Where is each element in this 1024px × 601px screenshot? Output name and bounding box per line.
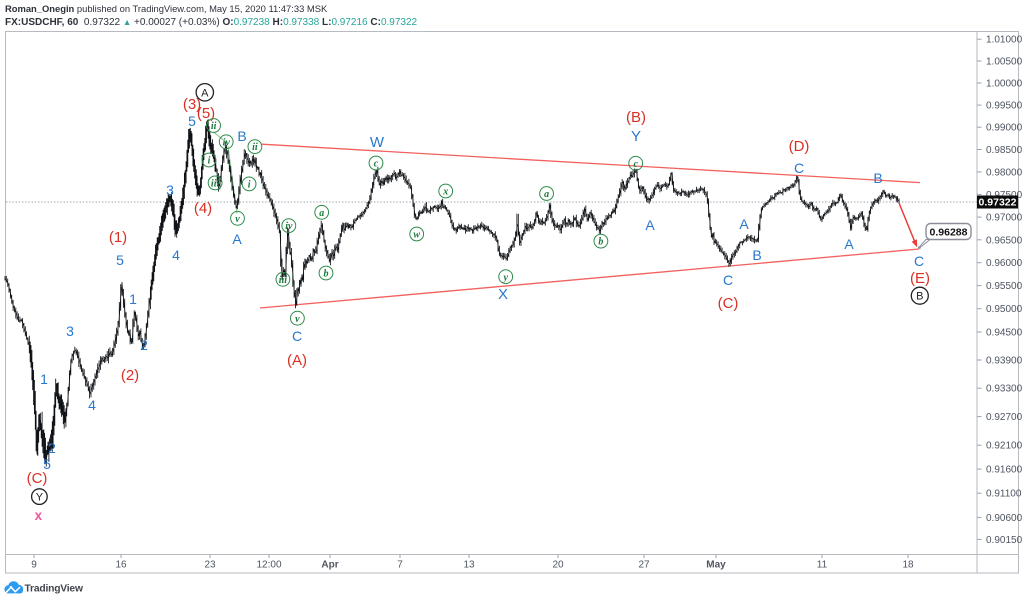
svg-text:5: 5 [43, 456, 51, 472]
svg-text:y: y [502, 272, 508, 283]
svg-text:11: 11 [817, 560, 828, 571]
svg-text:0.96288: 0.96288 [930, 227, 968, 239]
svg-text:0.93300: 0.93300 [986, 384, 1023, 395]
svg-text:ii: ii [211, 121, 217, 132]
svg-text:0.99000: 0.99000 [986, 123, 1023, 134]
svg-text:7: 7 [397, 560, 403, 571]
svg-text:Y: Y [36, 492, 44, 504]
svg-text:0.91600: 0.91600 [986, 465, 1023, 476]
svg-text:iv: iv [285, 221, 293, 232]
svg-text:9: 9 [31, 560, 37, 571]
svg-text:0.96000: 0.96000 [986, 258, 1023, 269]
svg-text:0.94500: 0.94500 [986, 328, 1023, 339]
svg-text:12:00: 12:00 [256, 560, 281, 571]
svg-text:0.92100: 0.92100 [986, 441, 1023, 452]
svg-text:0.90150: 0.90150 [986, 535, 1023, 546]
svg-text:iii: iii [211, 179, 220, 190]
svg-text:w: w [413, 230, 420, 241]
svg-text:3: 3 [166, 182, 174, 198]
svg-text:0.96500: 0.96500 [986, 235, 1023, 246]
svg-text:A: A [232, 231, 242, 247]
svg-text:(4): (4) [194, 200, 212, 217]
svg-text:1.01000: 1.01000 [986, 35, 1023, 46]
svg-text:C: C [794, 160, 804, 176]
svg-text:0.92700: 0.92700 [986, 412, 1023, 423]
svg-text:B: B [237, 128, 246, 144]
svg-text:5: 5 [188, 113, 196, 129]
svg-text:iv: iv [223, 137, 231, 148]
svg-text:c: c [633, 159, 638, 170]
svg-text:B: B [873, 170, 882, 186]
svg-text:2: 2 [48, 440, 56, 456]
svg-text:0.98000: 0.98000 [986, 167, 1023, 178]
svg-text:A: A [844, 236, 854, 252]
svg-text:4: 4 [172, 247, 180, 263]
svg-text:v: v [295, 314, 300, 325]
svg-text:A: A [645, 217, 655, 233]
svg-text:5: 5 [116, 252, 124, 268]
svg-text:0.97322: 0.97322 [979, 197, 1017, 209]
svg-text:(B): (B) [626, 109, 646, 126]
svg-text:i: i [208, 156, 211, 167]
svg-text:b: b [598, 237, 603, 248]
svg-text:(A): (A) [287, 352, 307, 369]
svg-text:1: 1 [40, 371, 48, 387]
svg-text:16: 16 [115, 560, 127, 571]
svg-text:(2): (2) [121, 367, 139, 384]
svg-text:May: May [706, 560, 726, 571]
svg-text:0.99500: 0.99500 [986, 101, 1023, 112]
svg-text:0.95000: 0.95000 [986, 304, 1023, 315]
svg-text:(C): (C) [718, 295, 739, 312]
svg-text:a: a [544, 189, 549, 200]
svg-text:A: A [739, 216, 749, 232]
svg-text:B: B [752, 247, 761, 263]
svg-text:0.93900: 0.93900 [986, 356, 1023, 367]
svg-text:0.98500: 0.98500 [986, 145, 1023, 156]
svg-text:0.97500: 0.97500 [986, 190, 1023, 201]
svg-text:a: a [319, 208, 324, 219]
svg-text:(E): (E) [910, 270, 930, 287]
svg-text:(D): (D) [789, 138, 810, 155]
svg-text:1.00000: 1.00000 [986, 79, 1023, 90]
svg-text:ii: ii [252, 142, 258, 153]
svg-text:27: 27 [638, 560, 650, 571]
svg-text:x: x [35, 508, 43, 523]
svg-text:X: X [498, 286, 508, 303]
svg-text:iii: iii [279, 275, 288, 286]
svg-text:W: W [370, 134, 385, 151]
svg-text:A: A [201, 87, 209, 99]
svg-text:0.91100: 0.91100 [986, 489, 1022, 500]
svg-text:c: c [374, 159, 379, 170]
svg-text:0.95500: 0.95500 [986, 281, 1023, 292]
svg-text:B: B [916, 291, 923, 303]
svg-text:TradingView: TradingView [25, 583, 84, 594]
svg-text:(1): (1) [109, 229, 127, 246]
svg-text:1.00500: 1.00500 [986, 57, 1023, 68]
svg-text:Apr: Apr [321, 560, 338, 571]
svg-text:i: i [248, 180, 251, 191]
svg-text:C: C [723, 272, 733, 288]
svg-text:13: 13 [463, 560, 475, 571]
svg-text:x: x [442, 187, 448, 198]
svg-text:Y: Y [631, 128, 641, 145]
svg-text:1: 1 [129, 291, 137, 307]
svg-text:C: C [292, 328, 302, 344]
svg-text:(C): (C) [27, 470, 48, 487]
svg-text:(5): (5) [197, 105, 215, 122]
svg-text:4: 4 [88, 397, 96, 413]
svg-text:v: v [235, 214, 240, 225]
svg-text:20: 20 [552, 560, 564, 571]
svg-text:2: 2 [140, 337, 148, 353]
svg-text:18: 18 [902, 560, 914, 571]
svg-text:0.90600: 0.90600 [986, 513, 1023, 524]
svg-text:b: b [324, 269, 329, 280]
svg-text:(3): (3) [183, 96, 201, 113]
svg-text:0.97000: 0.97000 [986, 213, 1023, 224]
svg-text:C: C [914, 253, 924, 269]
svg-text:23: 23 [204, 560, 216, 571]
svg-text:3: 3 [66, 323, 74, 339]
